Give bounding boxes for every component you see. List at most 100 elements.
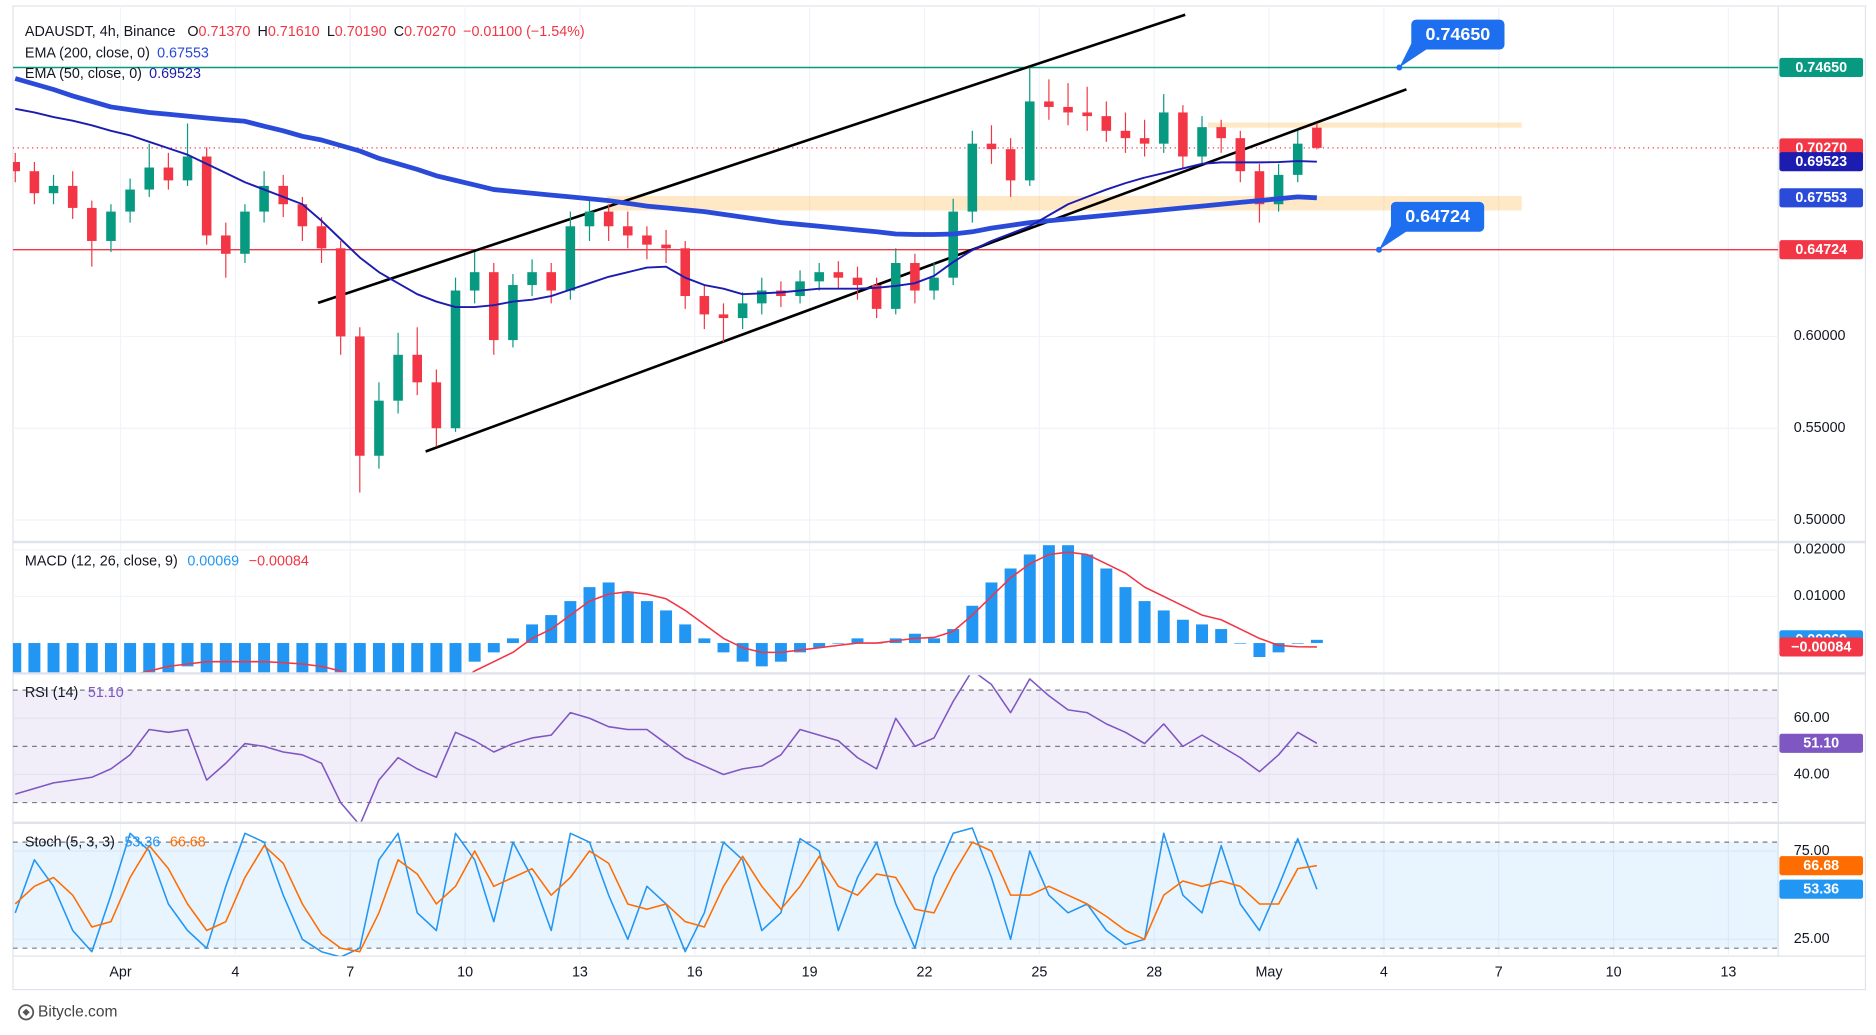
histogram-bar	[28, 643, 41, 673]
histogram-bar	[143, 643, 156, 673]
histogram-bar	[1253, 643, 1266, 658]
histogram-bar	[1023, 554, 1036, 644]
histogram-bar	[736, 643, 749, 662]
price-badge-label: 0.67553	[1795, 190, 1847, 206]
histogram-bar	[334, 643, 347, 673]
candle-body	[87, 207, 97, 241]
candle-body	[642, 235, 652, 245]
x-tick-label: 22	[917, 965, 933, 981]
candle-body	[680, 248, 690, 297]
candle-body	[527, 272, 537, 286]
candle-body	[469, 272, 480, 291]
histogram-bar	[181, 643, 194, 667]
price-badge-label: 0.74650	[1795, 60, 1847, 76]
price-change: −0.01100 (−1.54%)	[463, 24, 585, 40]
histogram-bar	[1119, 587, 1132, 644]
candle-body	[1292, 143, 1303, 175]
ema-line	[14, 76, 1317, 237]
ema-legend-value: 0.69523	[149, 66, 201, 82]
histogram-bar	[315, 643, 328, 673]
indicator-title: Stoch (5, 3, 3)	[25, 834, 115, 850]
candle-body	[1273, 174, 1284, 205]
histogram-bar	[1004, 568, 1017, 644]
candle-body	[374, 400, 384, 456]
candle-body	[814, 272, 824, 282]
indicator-value: 66.68	[170, 834, 206, 850]
candle-body	[1235, 138, 1246, 172]
candle-body	[1005, 149, 1016, 181]
candle-body	[1044, 101, 1054, 107]
histogram-bar	[487, 643, 500, 653]
indicator-value: 0.00069	[187, 554, 239, 570]
x-tick-label: 16	[687, 965, 703, 981]
callout-label: 0.74650	[1426, 24, 1491, 44]
candle-body	[259, 185, 269, 212]
histogram-bar	[1062, 545, 1075, 644]
candle-body	[565, 226, 576, 291]
histogram-bar	[258, 643, 271, 673]
candle-body	[584, 211, 595, 227]
pane	[12, 545, 1323, 673]
ema-legend-name: EMA (50, close, 0)	[25, 66, 142, 82]
y-tick-label: 0.60000	[1794, 328, 1846, 344]
candle-body	[1312, 127, 1322, 148]
candle-body	[852, 277, 863, 286]
histogram-bar	[506, 638, 519, 644]
candle-body	[106, 211, 116, 241]
indicator-band	[12, 842, 1779, 949]
ohlc-label: H	[257, 24, 267, 40]
ema-legend-name: EMA (200, close, 0)	[25, 46, 150, 62]
candle-body	[1120, 130, 1131, 139]
histogram-bar	[1042, 545, 1055, 644]
histogram-bar	[1234, 643, 1247, 644]
candle-body	[240, 211, 250, 254]
candle-body	[316, 226, 327, 249]
ohlc-value: 0.71370	[199, 24, 251, 40]
y-tick-label: 25.00	[1794, 931, 1830, 947]
price-badge	[1779, 733, 1864, 753]
candle-body	[1216, 127, 1226, 139]
histogram-bar	[353, 643, 366, 673]
histogram-bar	[717, 643, 730, 653]
candle-body	[67, 185, 78, 208]
candle-body	[297, 204, 308, 227]
candle-body	[431, 382, 442, 429]
price-badge	[1779, 188, 1864, 208]
callout-anchor	[1396, 64, 1403, 71]
candle-body	[699, 296, 710, 315]
indicator-value: 51.10	[88, 685, 124, 701]
indicator-value: −0.00084	[249, 554, 309, 570]
x-tick-label: Apr	[109, 965, 132, 981]
histogram-bar	[1310, 639, 1323, 644]
x-tick-label: 10	[1606, 965, 1622, 981]
histogram-bar	[832, 643, 845, 644]
pane	[12, 13, 1779, 493]
callout-anchor	[1376, 246, 1382, 253]
candle-body	[756, 290, 767, 304]
histogram-bar	[66, 643, 79, 673]
candle-body	[871, 285, 882, 309]
histogram-bar	[1176, 619, 1189, 644]
price-badge-label: 0.64724	[1795, 242, 1847, 258]
histogram-bar	[602, 582, 615, 644]
candle-body	[1178, 112, 1188, 157]
candle-body	[182, 156, 193, 181]
histogram-bar	[755, 643, 768, 667]
ohlc-label: C	[394, 24, 404, 40]
price-badge	[1779, 637, 1864, 657]
histogram-bar	[47, 643, 60, 673]
candle-body	[393, 354, 403, 401]
price-badge-label: 0.69523	[1795, 154, 1847, 170]
y-tick-label: 75.00	[1794, 843, 1830, 859]
y-tick-label: 60.00	[1794, 710, 1830, 726]
x-tick-label: 13	[572, 965, 588, 981]
histogram-bar	[162, 643, 175, 673]
brand-icon	[18, 1004, 35, 1021]
candle-body	[1024, 101, 1035, 181]
price-badge	[1779, 856, 1864, 876]
histogram-bar	[794, 643, 807, 653]
price-badge-label: 53.36	[1803, 882, 1839, 898]
candle-body	[967, 143, 978, 212]
candle-body	[29, 171, 40, 194]
candle-body	[144, 167, 155, 190]
